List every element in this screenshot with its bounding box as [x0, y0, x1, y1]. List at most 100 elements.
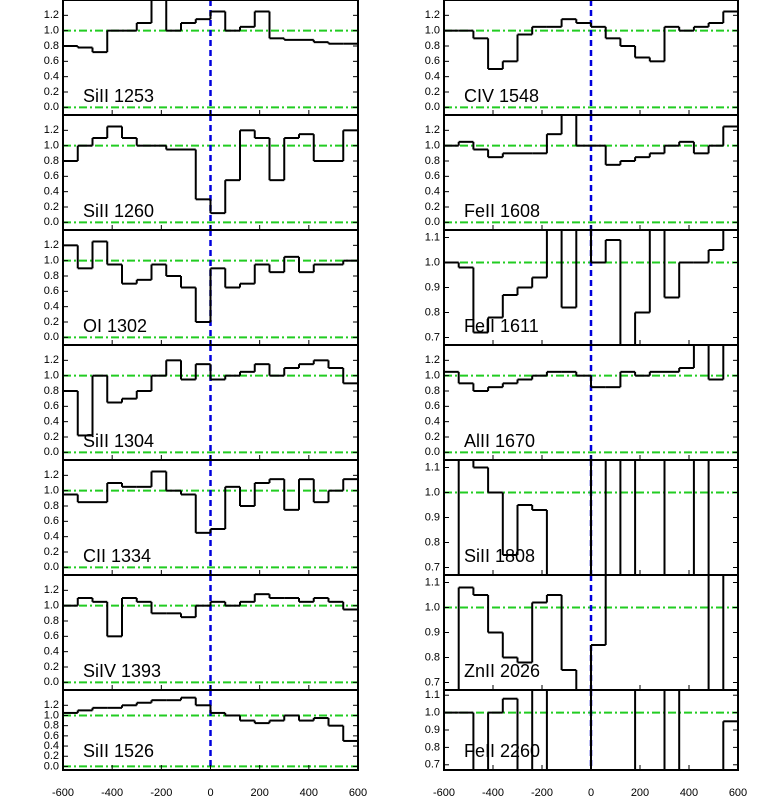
y-tick-label: 1.1 — [425, 689, 440, 701]
x-tick-label: 400 — [300, 787, 318, 799]
y-tick-label: 0.8 — [425, 40, 440, 52]
x-tick-label: 600 — [349, 787, 367, 799]
panel: 0.00.20.40.60.81.01.2 -600 -400 -200 0 200 400… — [44, 689, 367, 799]
y-tick-label: 0.2 — [425, 201, 440, 213]
y-tick-label: 0.2 — [44, 750, 59, 762]
panel: 0.0 0.2 0.4 0.6 0.8 1.0 1.2 AlII 1670 — [425, 344, 739, 461]
panel: 0.7 0.8 0.9 1.0 1.1 SiII 1808 — [425, 459, 739, 576]
y-tick-label: 1.2 — [44, 354, 59, 366]
x-tick-label: 600 — [729, 787, 747, 799]
y-tick-label: 0.4 — [44, 646, 59, 658]
line-label: SiII 1260 — [83, 201, 154, 221]
x-tick-label: -400 — [101, 787, 123, 799]
y-tick-label: 0.8 — [425, 651, 440, 663]
y-tick-label: 0.2 — [44, 546, 59, 558]
y-tick-label: 0.0 — [44, 446, 59, 458]
y-tick-label: 0.2 — [425, 431, 440, 443]
y-tick-label: 0.0 — [44, 331, 59, 343]
x-tick-label: 400 — [680, 787, 698, 799]
line-label: CIV 1548 — [464, 86, 539, 106]
panel: 0.0 0.2 0.4 0.6 0.8 1.0 1.2 CII 1334 — [44, 459, 359, 576]
y-tick-label: 0.6 — [44, 730, 59, 742]
y-tick-label: 1.1 — [425, 461, 440, 473]
y-tick-label: 0.6 — [44, 630, 59, 642]
y-tick-label: 1.2 — [44, 584, 59, 596]
panel: 0.0 0.2 0.4 0.6 0.8 1.0 1.2 SiII 1253 — [44, 0, 359, 116]
panel: 0.7 0.8 0.9 1.0 1.1 -600 -400 -200 0 200 400 600 FeI… — [425, 689, 747, 799]
y-tick-label: 1.2 — [44, 469, 59, 481]
y-tick-label: 0.8 — [44, 40, 59, 52]
y-tick-label: 0.0 — [44, 760, 59, 772]
y-tick-label: 0.7 — [425, 561, 440, 573]
y-tick-label: 1.2 — [425, 124, 440, 136]
y-tick-label: 1.2 — [44, 9, 59, 21]
y-tick-label: 1.0 — [425, 707, 440, 719]
y-tick-label: 1.0 — [44, 255, 59, 267]
y-tick-label: 1.1 — [425, 231, 440, 243]
x-tick-label: 0 — [207, 787, 213, 799]
line-label: OI 1302 — [83, 316, 147, 336]
y-tick-label: 0.9 — [425, 511, 440, 523]
panel: 0.7 0.8 0.9 1.0 1.1 FeII 1611 — [425, 229, 739, 346]
y-tick-label: 1.0 — [44, 709, 59, 721]
y-tick-label: 0.8 — [44, 500, 59, 512]
y-tick-label: 0.8 — [425, 155, 440, 167]
y-tick-label: 0.7 — [425, 759, 440, 771]
y-tick-label: 0.9 — [425, 626, 440, 638]
y-tick-label: 0.4 — [44, 301, 59, 313]
y-tick-label: 0.4 — [425, 416, 440, 428]
plot-area — [63, 345, 358, 460]
y-tick-label: 0.6 — [425, 400, 440, 412]
y-tick-label: 1.2 — [44, 124, 59, 136]
y-tick-label: 0.0 — [425, 101, 440, 113]
y-tick-label: 0.4 — [44, 71, 59, 83]
line-label: FeII 2260 — [464, 741, 540, 761]
y-tick-label: 0.8 — [44, 615, 59, 627]
y-tick-label: 0.4 — [44, 186, 59, 198]
y-tick-label: 0.8 — [44, 720, 59, 732]
y-tick-label: 0.0 — [44, 676, 59, 688]
y-tick-label: 0.4 — [44, 416, 59, 428]
plot-area — [444, 115, 738, 230]
y-tick-label: 1.1 — [425, 576, 440, 588]
x-tick-label: -400 — [482, 787, 504, 799]
y-tick-label: 0.8 — [425, 741, 440, 753]
y-tick-label: 1.0 — [44, 25, 59, 37]
plot-area — [444, 345, 738, 460]
line-label: SiIV 1393 — [83, 661, 161, 681]
y-tick-label: 0.2 — [44, 316, 59, 328]
x-tick-label: 0 — [588, 787, 594, 799]
y-tick-label: 0.0 — [425, 446, 440, 458]
y-tick-label: 0.6 — [44, 55, 59, 67]
y-tick-label: 0.7 — [425, 676, 440, 688]
y-tick-label: 1.0 — [425, 140, 440, 152]
y-tick-label: 0.7 — [425, 331, 440, 343]
plot-area — [63, 115, 358, 230]
y-tick-label: 0.0 — [44, 216, 59, 228]
y-tick-label: 0.2 — [44, 431, 59, 443]
y-tick-label: 0.6 — [425, 170, 440, 182]
line-label: SiII 1526 — [83, 741, 154, 761]
x-tick-label: 200 — [631, 787, 649, 799]
x-tick-label: -200 — [531, 787, 553, 799]
plot-area — [444, 0, 738, 115]
y-tick-label: 0.4 — [44, 740, 59, 752]
y-tick-label: 0.4 — [44, 531, 59, 543]
x-tick-label: -600 — [433, 787, 455, 799]
x-tick-label: -600 — [52, 787, 74, 799]
y-tick-label: 1.0 — [44, 485, 59, 497]
y-tick-label: 0.2 — [425, 86, 440, 98]
y-tick-label: 0.0 — [44, 561, 59, 573]
x-tick-label: -200 — [150, 787, 172, 799]
line-label: FeII 1611 — [464, 316, 539, 336]
plot-area — [444, 575, 738, 690]
y-tick-label: 1.0 — [425, 370, 440, 382]
panel: 0.0 0.2 0.4 0.6 0.8 1.0 1.2 SiIV 1393 — [44, 574, 359, 691]
y-tick-label: 0.2 — [44, 86, 59, 98]
y-tick-label: 1.0 — [425, 486, 440, 498]
line-label: CII 1334 — [83, 546, 151, 566]
panel: 0.0 0.2 0.4 0.6 0.8 1.0 1.2 FeII 1608 — [425, 114, 739, 231]
plot-area — [444, 460, 738, 575]
y-tick-label: 1.2 — [44, 239, 59, 251]
y-tick-label: 1.0 — [44, 370, 59, 382]
